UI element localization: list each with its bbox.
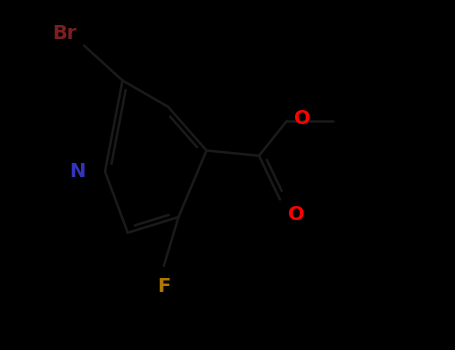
Text: F: F xyxy=(157,276,171,295)
Text: O: O xyxy=(294,110,311,128)
Text: O: O xyxy=(288,205,304,224)
Text: N: N xyxy=(70,162,86,181)
Text: Br: Br xyxy=(52,24,76,43)
